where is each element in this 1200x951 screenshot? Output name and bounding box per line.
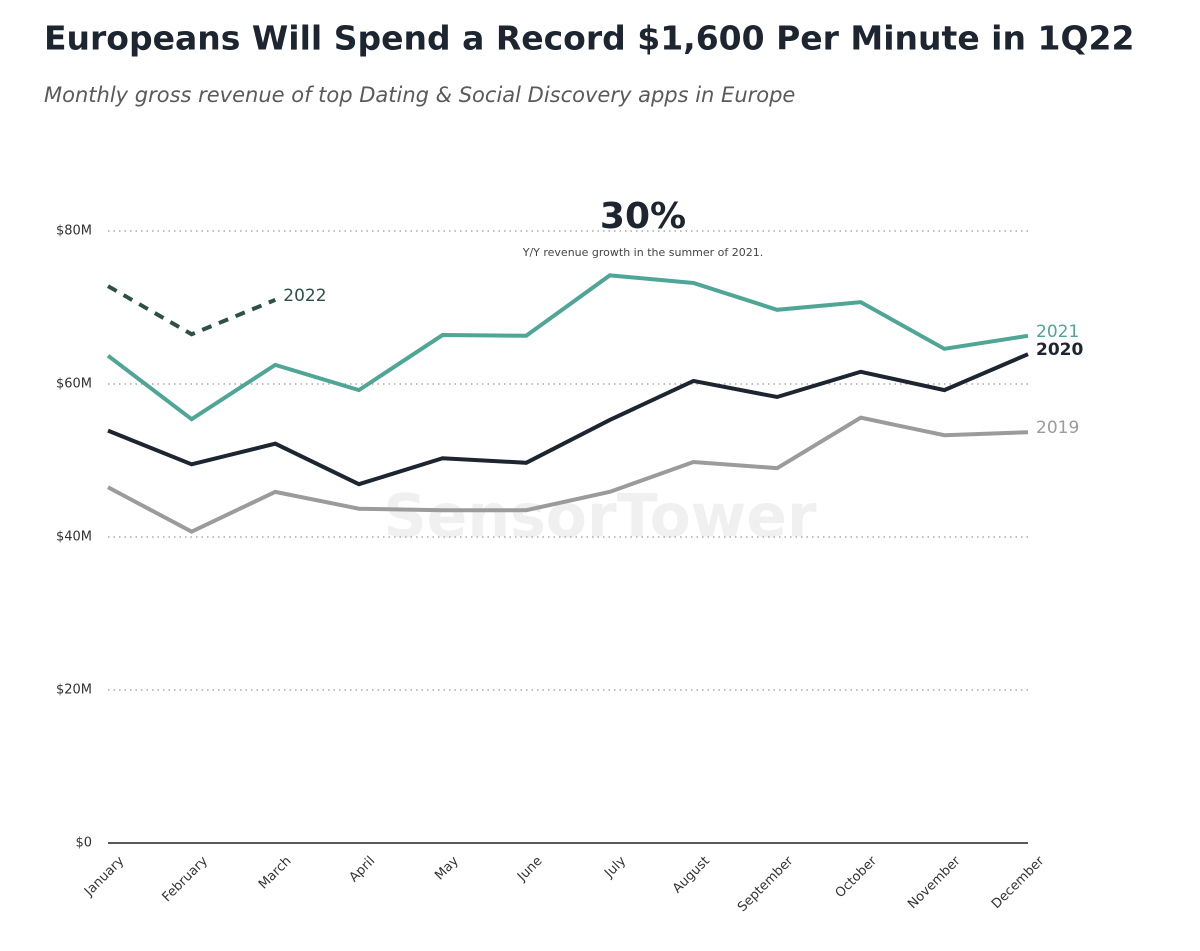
x-tick-label: April: [347, 854, 379, 886]
y-tick-label: $40M: [56, 530, 92, 545]
x-tick-label: December: [989, 853, 1048, 912]
series-label: 2022: [283, 286, 326, 306]
x-tick-label: July: [601, 853, 629, 881]
series-label: 2019: [1036, 418, 1079, 438]
series-label: 2020: [1036, 340, 1083, 360]
x-tick-label: August: [670, 854, 713, 897]
series-line: [107, 352, 1029, 487]
y-tick-label: $20M: [56, 683, 92, 698]
x-tick-label: October: [833, 853, 881, 901]
y-tick-label: $80M: [56, 224, 92, 239]
series-label: 2021: [1036, 322, 1079, 342]
x-tick-label: January: [81, 853, 127, 899]
x-tick-label: May: [432, 853, 462, 883]
x-tick-label: September: [735, 853, 797, 915]
chart-title: Europeans Will Spend a Record $1,600 Per…: [44, 19, 1134, 58]
annotation-text: Y/Y revenue growth in the summer of 2021…: [522, 246, 764, 259]
x-tick-label: February: [160, 853, 212, 905]
y-tick-label: $0: [75, 836, 92, 851]
chart-subtitle: Monthly gross revenue of top Dating & So…: [44, 83, 795, 107]
series-line: [107, 284, 277, 337]
x-tick-label: March: [256, 854, 295, 893]
x-tick-label: June: [514, 854, 545, 885]
series-line: [106, 273, 1029, 422]
series-line: [107, 415, 1029, 534]
x-tick-label: November: [905, 853, 964, 912]
annotation-headline: 30%: [600, 196, 686, 237]
y-tick-label: $60M: [56, 377, 92, 392]
